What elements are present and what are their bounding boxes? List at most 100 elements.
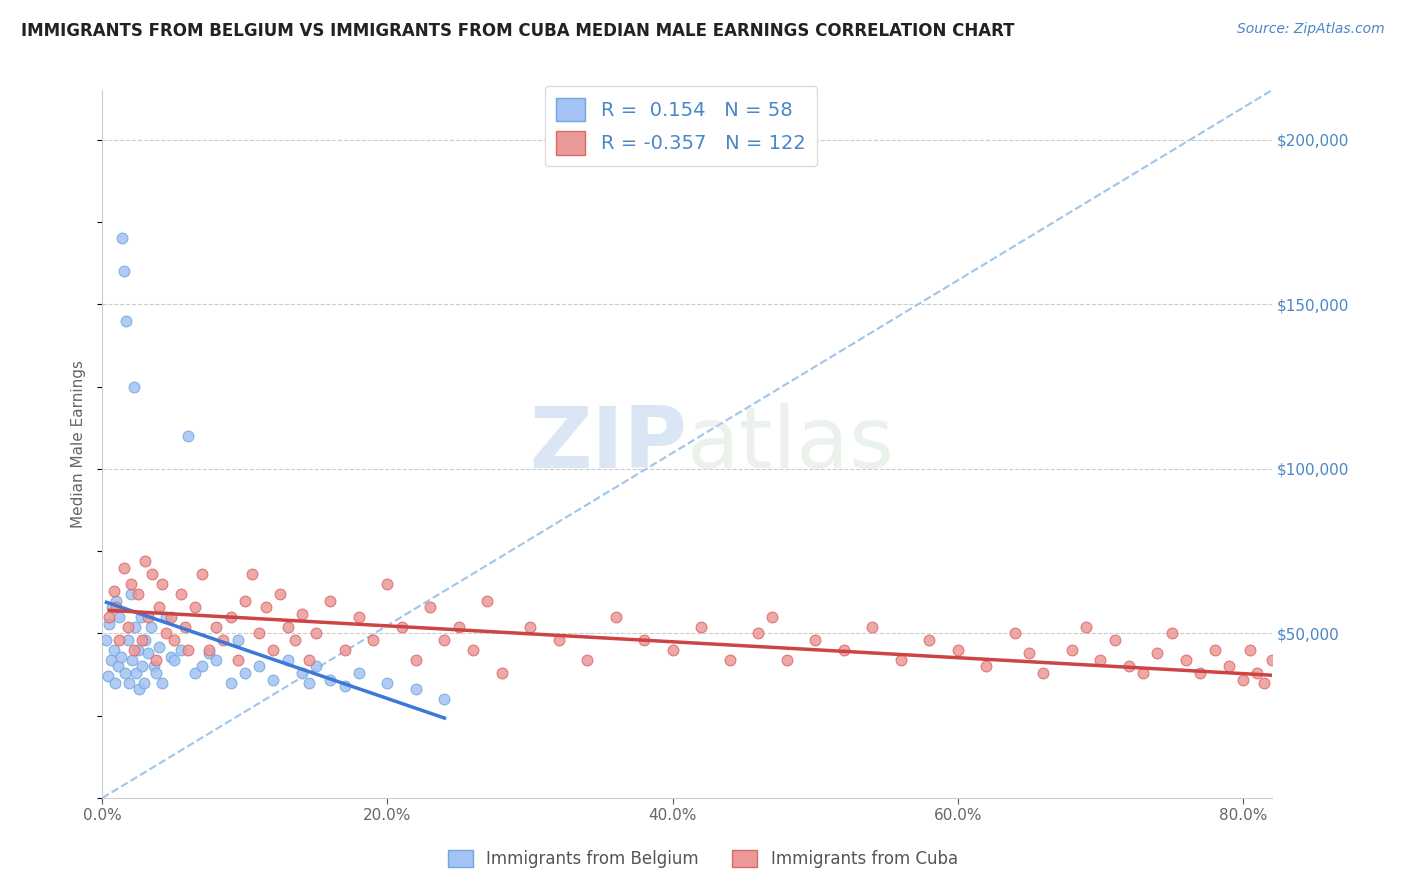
Point [361,633,384,648]
Point [112,264,135,278]
Point [1289,665,1312,680]
Y-axis label: Median Male Earnings: Median Male Earnings [72,360,86,528]
Point [1090,653,1112,667]
Point [1146,646,1168,660]
Point [103,643,125,657]
Point [319,593,342,607]
Point [1382,673,1405,687]
Point [1132,665,1154,680]
Point [127,587,149,601]
Point [319,673,342,687]
Point [1375,659,1398,673]
Point [114,665,136,680]
Point [132,676,155,690]
Point [1396,686,1406,700]
Point [145,653,167,667]
Point [105,593,128,607]
Point [148,640,170,654]
Point [347,610,370,624]
Point [305,659,328,673]
Point [1104,633,1126,648]
Legend: R =  0.154   N = 58, R = -0.357   N = 122: R = 0.154 N = 58, R = -0.357 N = 122 [544,86,817,167]
Point [134,633,156,648]
Point [129,610,152,624]
Point [120,587,142,601]
Point [1004,626,1026,640]
Point [191,567,214,582]
Point [262,643,284,657]
Point [284,633,307,648]
Point [761,610,783,624]
Point [115,314,138,328]
Point [205,620,228,634]
Point [150,676,173,690]
Point [860,620,883,634]
Point [155,626,177,640]
Point [262,673,284,687]
Point [105,600,128,615]
Point [117,633,139,648]
Point [233,593,256,607]
Point [1403,665,1406,680]
Point [1339,692,1361,706]
Point [120,577,142,591]
Point [111,231,134,245]
Point [576,653,599,667]
Point [918,633,941,648]
Point [159,649,181,664]
Point [98,610,121,624]
Point [747,626,769,640]
Text: IMMIGRANTS FROM BELGIUM VS IMMIGRANTS FROM CUBA MEDIAN MALE EARNINGS CORRELATION: IMMIGRANTS FROM BELGIUM VS IMMIGRANTS FR… [21,22,1015,40]
Point [122,643,145,657]
Point [155,610,177,624]
Point [1353,679,1375,693]
Point [127,643,149,657]
Point [108,610,131,624]
Point [291,665,314,680]
Point [1303,653,1326,667]
Point [433,692,456,706]
Point [1189,665,1212,680]
Point [776,653,799,667]
Point [1060,643,1083,657]
Point [141,567,163,582]
Point [605,610,627,624]
Point [277,653,299,667]
Point [661,643,683,657]
Point [391,620,413,634]
Point [405,682,427,697]
Point [100,653,122,667]
Point [247,659,270,673]
Point [169,587,191,601]
Point [125,665,148,680]
Point [269,587,291,601]
Point [131,659,153,673]
Point [98,616,121,631]
Point [198,646,221,660]
Point [136,610,159,624]
Point [1076,620,1098,634]
Legend: Immigrants from Belgium, Immigrants from Cuba: Immigrants from Belgium, Immigrants from… [441,843,965,875]
Point [131,633,153,648]
Point [219,676,242,690]
Point [1218,659,1240,673]
Point [212,633,235,648]
Point [108,633,131,648]
Point [145,665,167,680]
Point [110,649,132,664]
Point [305,626,328,640]
Point [162,653,184,667]
Point [174,620,197,634]
Point [233,665,256,680]
Point [832,643,855,657]
Point [121,653,143,667]
Point [1175,653,1198,667]
Point [219,610,242,624]
Point [205,653,228,667]
Text: atlas: atlas [688,402,894,486]
Point [124,620,146,634]
Point [226,653,249,667]
Point [291,607,314,621]
Point [112,560,135,574]
Point [477,593,499,607]
